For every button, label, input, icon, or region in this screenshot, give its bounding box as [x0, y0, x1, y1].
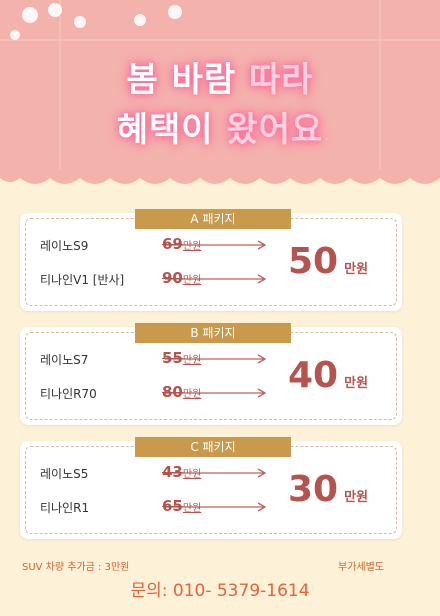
price-unit: 만원 — [182, 503, 202, 514]
package-label: B 패키지 — [135, 323, 291, 343]
package-total: 30 만원 — [288, 469, 368, 510]
total-number: 40 — [288, 355, 339, 396]
package-card: A 패키지 레이노S9 69만원 티나인V1 [반사] 90만원 50 만원 — [20, 209, 402, 311]
title-accent: 왔어요 — [226, 110, 324, 150]
note-left: SUV 차량 추가금 : 3만원 — [22, 562, 130, 573]
price-unit: 만원 — [182, 275, 202, 286]
header-bg — [0, 0, 440, 184]
item-price: 55만원 — [162, 349, 201, 367]
contact: 문의: 010- 5379-1614 — [130, 581, 310, 601]
price-number: 69 — [162, 235, 183, 253]
arrow — [165, 468, 267, 478]
item-name: 티나인R70 — [40, 387, 97, 401]
price-number: 55 — [162, 349, 183, 367]
price-number: 80 — [162, 383, 183, 401]
price-number: 90 — [162, 269, 183, 287]
item-price: 65만원 — [162, 497, 201, 515]
price-unit: 만원 — [182, 389, 202, 400]
arrows — [165, 240, 267, 284]
title-plain: 혜택이 — [116, 110, 214, 150]
item-price: 69만원 — [162, 235, 201, 253]
package-total: 40 만원 — [288, 355, 368, 396]
title-line2: 혜택이 왔어요 — [0, 102, 440, 151]
total-number: 30 — [288, 469, 339, 510]
arrow — [165, 354, 267, 364]
price-unit: 만원 — [182, 469, 202, 480]
note-right: 부가세별도 — [338, 562, 384, 573]
price-number: 43 — [162, 463, 183, 481]
price-number: 65 — [162, 497, 183, 515]
title-line1: 봄 바람 따라 — [0, 52, 440, 101]
arrow — [165, 240, 267, 250]
title-accent: 따라 — [248, 60, 314, 100]
arrow — [165, 388, 267, 398]
package-card: B 패키지 레이노S7 55만원 티나인R70 80만원 40 만원 — [20, 323, 402, 425]
item-price: 80만원 — [162, 383, 201, 401]
title-plain: 봄 바람 — [126, 60, 237, 100]
package-label: A 패키지 — [135, 209, 291, 229]
item-name: 레이노S7 — [40, 353, 89, 367]
total-unit: 만원 — [344, 490, 369, 505]
total-number: 50 — [288, 241, 339, 282]
total-unit: 만원 — [344, 376, 369, 391]
item-price: 90만원 — [162, 269, 201, 287]
arrows — [165, 354, 267, 398]
item-name: 레이노S9 — [40, 239, 89, 253]
arrows — [165, 468, 267, 512]
item-name: 티나인V1 [반사] — [40, 273, 125, 287]
arrow — [165, 274, 267, 284]
package-card: C 패키지 레이노S5 43만원 티나인R1 65만원 30 만원 — [20, 437, 402, 539]
item-name: 티나인R1 — [40, 501, 90, 515]
total-unit: 만원 — [344, 262, 369, 277]
item-price: 43만원 — [162, 463, 201, 481]
item-name: 레이노S5 — [40, 467, 89, 481]
package-total: 50 만원 — [288, 241, 368, 282]
price-unit: 만원 — [182, 355, 202, 366]
price-unit: 만원 — [182, 241, 202, 252]
arrow — [165, 502, 267, 512]
package-label: C 패키지 — [135, 437, 291, 457]
